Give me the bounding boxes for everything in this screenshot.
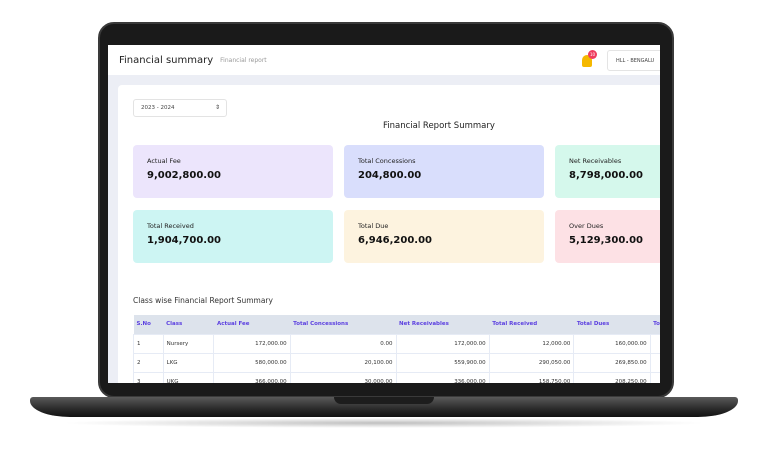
table-cell: 366,000.00 — [213, 371, 291, 383]
table-cell: 1 — [133, 333, 164, 354]
stat-value: 9,002,800.00 — [147, 170, 222, 181]
table-cell — [649, 371, 660, 383]
table-cell: 580,000.00 — [213, 352, 291, 373]
laptop-shadow — [60, 418, 708, 428]
table-row: 1 Nursery 172,000.00 0.00 172,000.00 12,000.0… — [133, 333, 660, 354]
stat-card: Net Receivables 8,798,000.00 — [555, 145, 660, 198]
branch-selector[interactable]: HLL - BENGALU — [607, 50, 660, 71]
stat-card: Total Received 1,904,700.00 — [133, 210, 333, 263]
stat-card: Total Concessions 204,800.00 — [344, 145, 544, 198]
column-header: Total Over — [650, 315, 660, 334]
stat-label: Over Dues — [569, 222, 604, 230]
table-cell: 158,750.00 — [488, 371, 575, 383]
column-header: S.No — [133, 315, 164, 334]
stat-value: 204,800.00 — [358, 170, 422, 181]
class-summary-table: S.No Class Actual Fee Total Concessions Net … — [133, 315, 660, 383]
stat-value: 5,129,300.00 — [569, 235, 644, 246]
table-cell: LKG — [162, 352, 215, 373]
column-header: Class — [163, 315, 214, 334]
table-cell: 269,850.00 — [573, 352, 651, 373]
page-title: Financial summary — [119, 54, 214, 66]
bell-icon[interactable] — [582, 55, 592, 67]
stat-label: Total Received — [147, 222, 194, 230]
table-row: 3 UKG 366,000.00 30,000.00 336,000.00 158,750… — [133, 371, 660, 383]
table-cell: 160,000.00 — [573, 333, 651, 354]
report-title: Financial Report Summary — [383, 121, 495, 131]
stat-value: 1,904,700.00 — [147, 235, 222, 246]
table-cell — [649, 333, 660, 354]
screen: Financial summary Financial report 10 HL… — [108, 45, 660, 383]
year-select[interactable]: 2023 - 2024 ⇕ — [133, 99, 227, 117]
sort-arrows-icon: ⇕ — [214, 104, 220, 111]
stat-card: Total Due 6,946,200.00 — [344, 210, 544, 263]
column-header: Total Received — [489, 315, 574, 334]
table-cell: 559,900.00 — [395, 352, 490, 373]
table-cell: 30,000.00 — [289, 371, 397, 383]
table-cell: 20,100.00 — [289, 352, 397, 373]
table-cell: 12,000.00 — [488, 333, 575, 354]
table-cell: 172,000.00 — [213, 333, 291, 354]
table-cell: 2 — [133, 352, 164, 373]
laptop-notch — [334, 397, 434, 404]
table-cell: 208,250.00 — [573, 371, 651, 383]
table-cell — [649, 352, 660, 373]
stat-label: Net Receivables — [569, 157, 622, 165]
stat-value: 8,798,000.00 — [569, 170, 644, 181]
class-summary-title: Class wise Financial Report Summary — [133, 296, 273, 305]
table-cell: 0.00 — [289, 333, 397, 354]
report-card: 2023 - 2024 ⇕ Financial Report Summary Ac… — [118, 85, 660, 383]
column-header: Total Dues — [573, 315, 651, 334]
table-cell: 290,050.00 — [488, 352, 575, 373]
table-cell: Nursery — [162, 333, 215, 354]
table-cell: 336,000.00 — [395, 371, 490, 383]
table-cell: 3 — [133, 371, 164, 383]
stat-value: 6,946,200.00 — [358, 235, 433, 246]
column-header: Net Receivables — [396, 315, 490, 334]
top-bar: Financial summary Financial report 10 HL… — [108, 45, 660, 75]
laptop-base — [30, 397, 738, 417]
breadcrumb: Financial report — [220, 56, 267, 64]
stat-label: Total Concessions — [358, 157, 416, 165]
table-cell: 172,000.00 — [395, 333, 490, 354]
stat-label: Total Due — [358, 222, 389, 230]
column-header: Actual Fee — [213, 315, 291, 334]
stat-card: Actual Fee 9,002,800.00 — [133, 145, 333, 198]
table-cell: UKG — [162, 371, 215, 383]
notification-badge: 10 — [588, 50, 597, 59]
stat-card: Over Dues 5,129,300.00 — [555, 210, 660, 263]
column-header: Total Concessions — [290, 315, 397, 334]
stat-label: Actual Fee — [147, 157, 181, 165]
year-value: 2023 - 2024 — [141, 105, 175, 111]
table-row: 2 LKG 580,000.00 20,100.00 559,900.00 290,050… — [133, 352, 660, 373]
